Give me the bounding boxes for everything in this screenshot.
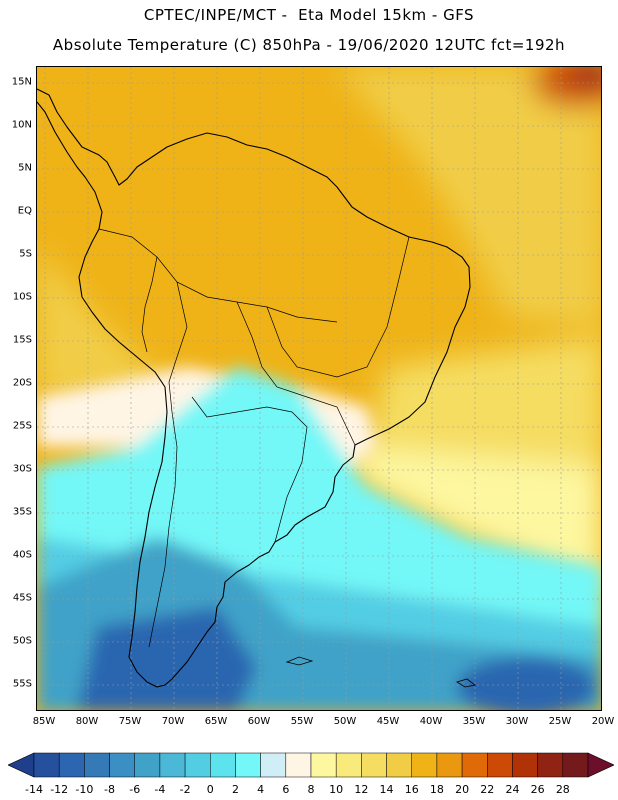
lat-label: 45S bbox=[12, 592, 32, 604]
colorbar-segment bbox=[33, 752, 60, 778]
colorbar-tick-label: 0 bbox=[206, 783, 214, 796]
lon-label: 30W bbox=[505, 716, 529, 727]
colorbar-tick-label: 28 bbox=[555, 783, 570, 796]
map-title: CPTEC/INPE/MCT - Eta Model 15km - GFS bbox=[143, 6, 475, 24]
colorbar-segment bbox=[84, 752, 110, 778]
lon-label: 85W bbox=[32, 716, 56, 727]
colorbar-tick-label: 24 bbox=[505, 783, 520, 796]
colorbar-tick-label: -12 bbox=[50, 783, 69, 796]
lon-label: 75W bbox=[118, 716, 142, 727]
lat-label: 50S bbox=[12, 635, 32, 647]
map-panel bbox=[36, 66, 602, 711]
colorbar-segment bbox=[537, 752, 564, 778]
lat-label: 10N bbox=[11, 119, 32, 131]
colorbar-tick-label: -14 bbox=[25, 783, 43, 796]
colorbar-segment bbox=[235, 752, 261, 778]
colorbar-tick-label: 26 bbox=[530, 783, 545, 796]
lon-label: 40W bbox=[419, 716, 443, 727]
lat-label: 30S bbox=[12, 463, 32, 475]
lat-label: 15S bbox=[12, 334, 32, 346]
colorbar-segment bbox=[210, 752, 236, 778]
lon-label: 45W bbox=[376, 716, 400, 727]
colorbar-segment bbox=[487, 752, 513, 778]
colorbar-segment bbox=[310, 752, 337, 778]
lon-label: 20W bbox=[591, 716, 615, 727]
colorbar-segment bbox=[58, 752, 85, 778]
cold-southeast bbox=[457, 657, 597, 710]
colorbar-tick-label: 14 bbox=[379, 783, 394, 796]
colorbar-segment bbox=[461, 752, 488, 778]
colorbar-tick-label: 8 bbox=[307, 783, 315, 796]
falklands bbox=[285, 656, 314, 666]
lat-label: EQ bbox=[17, 205, 32, 217]
lat-label: 15N bbox=[11, 76, 32, 88]
colorbar-tick-label: -4 bbox=[154, 783, 166, 796]
lon-label: 55W bbox=[290, 716, 314, 727]
colorbar-max-arrow bbox=[587, 752, 614, 778]
deep-cold bbox=[77, 607, 257, 710]
colorbar-segment bbox=[184, 752, 211, 778]
atlantic-yellow bbox=[337, 447, 601, 587]
colorbar-segment bbox=[361, 752, 387, 778]
lon-label: 60W bbox=[247, 716, 271, 727]
colorbar-tick-label: 4 bbox=[257, 783, 265, 796]
graticule bbox=[37, 67, 601, 710]
lat-label: 35S bbox=[12, 506, 32, 518]
lat-label: 5S bbox=[19, 248, 32, 260]
colorbar-tick-label: -6 bbox=[129, 783, 141, 796]
south-america-coastline bbox=[37, 88, 471, 688]
map-subtitle: Absolute Temperature (C) 850hPa - 19/06/… bbox=[52, 36, 566, 54]
colorbar-tick-label: 12 bbox=[354, 783, 369, 796]
south-georgia bbox=[456, 678, 476, 688]
lon-label: 50W bbox=[333, 716, 357, 727]
lon-label: 70W bbox=[161, 716, 185, 727]
lon-label: 35W bbox=[462, 716, 486, 727]
colorbar-segment bbox=[260, 752, 287, 778]
pacific-warm bbox=[37, 247, 167, 397]
colorbar-min-arrow bbox=[8, 752, 35, 778]
colorbar-segment bbox=[134, 752, 161, 778]
colorbar-segment bbox=[386, 752, 412, 778]
lat-label: 25S bbox=[12, 420, 32, 432]
temperature-map bbox=[37, 67, 601, 710]
colorbar-tick-label: 20 bbox=[455, 783, 470, 796]
lon-label: 80W bbox=[75, 716, 99, 727]
colorbar-tick-label: 10 bbox=[329, 783, 344, 796]
lon-label: 65W bbox=[204, 716, 228, 727]
colorbar-tick-label: 6 bbox=[282, 783, 290, 796]
lat-label: 40S bbox=[12, 549, 32, 561]
country-borders bbox=[98, 228, 410, 648]
colorbar-tick-label: -10 bbox=[75, 783, 94, 796]
temperature-colorbar bbox=[8, 752, 614, 778]
lat-label: 20S bbox=[12, 377, 32, 389]
colorbar-tick-label: 22 bbox=[480, 783, 495, 796]
colorbar-segment bbox=[109, 752, 135, 778]
colorbar-tick-label: 18 bbox=[429, 783, 444, 796]
lon-label: 25W bbox=[548, 716, 572, 727]
hottest-corner bbox=[573, 67, 601, 82]
colorbar-segment bbox=[285, 752, 312, 778]
colorbar-segment bbox=[335, 752, 362, 778]
colorbar-segment bbox=[512, 752, 538, 778]
colorbar-tick-label: -2 bbox=[179, 783, 191, 796]
colorbar-segment bbox=[562, 752, 589, 778]
atlantic-gold bbox=[367, 337, 601, 467]
lat-label: 5N bbox=[18, 162, 32, 174]
colorbar-segment bbox=[159, 752, 186, 778]
colorbar-tick-label: -8 bbox=[104, 783, 116, 796]
northeast-band bbox=[337, 67, 601, 327]
colorbar-segment bbox=[411, 752, 438, 778]
cold-tongue bbox=[37, 367, 601, 627]
colorbar-tick-label: 2 bbox=[231, 783, 239, 796]
colorbar-tick-label: 16 bbox=[404, 783, 419, 796]
colorbar-segment bbox=[436, 752, 463, 778]
lat-label: 10S bbox=[12, 291, 32, 303]
lat-label: 55S bbox=[12, 678, 32, 690]
